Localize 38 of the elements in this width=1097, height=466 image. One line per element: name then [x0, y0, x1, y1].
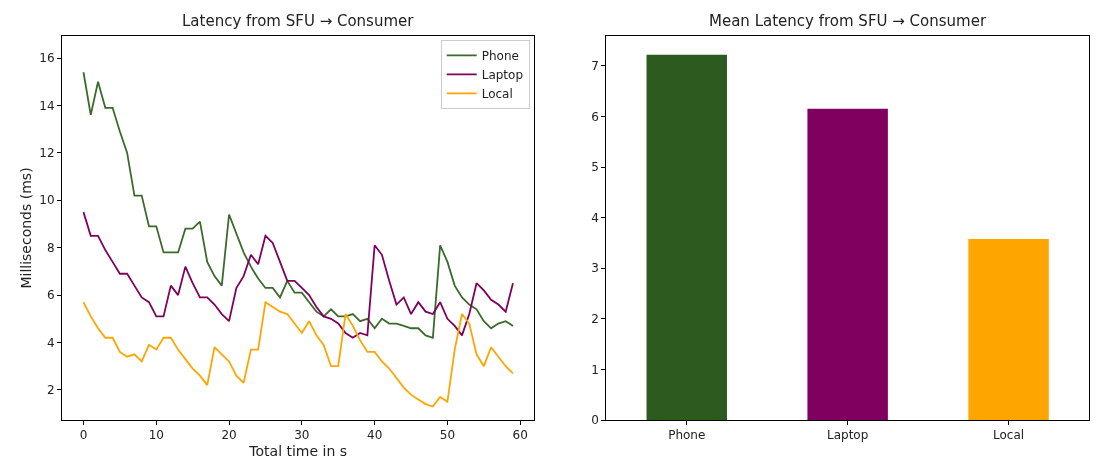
legend-label: Laptop — [481, 68, 524, 83]
y-tick-label: 1 — [591, 362, 599, 377]
y-tick-label: 8 — [46, 240, 55, 255]
bar — [968, 238, 1049, 420]
line-series — [82, 211, 514, 339]
y-tick-label: 10 — [39, 193, 55, 208]
x-tick-label: 40 — [367, 428, 383, 443]
x-tick-label: 0 — [79, 428, 88, 443]
y-tick-label: 5 — [591, 160, 599, 175]
y-tick-label: 0 — [591, 413, 599, 428]
x-tick-label: Laptop — [827, 428, 869, 443]
line-series — [82, 301, 514, 408]
legend-label: Phone — [481, 49, 519, 64]
bar — [646, 54, 727, 420]
y-tick-label: 14 — [39, 98, 55, 113]
y-tick-label: 6 — [591, 109, 599, 124]
x-tick-label: 10 — [148, 428, 164, 443]
chart-title: Latency from SFU → Consumer — [182, 12, 415, 30]
x-tick-label: Local — [993, 428, 1025, 443]
x-tick-label: Phone — [668, 428, 706, 443]
y-axis-title: Milliseconds (ms) — [17, 167, 34, 289]
x-tick-label: 20 — [221, 428, 237, 443]
y-tick-label: 4 — [46, 335, 55, 350]
y-tick-label: 2 — [591, 312, 599, 327]
y-tick-label: 3 — [591, 261, 599, 276]
bar — [807, 108, 888, 420]
x-tick-label: 30 — [294, 428, 310, 443]
x-axis-title: Total time in s — [248, 442, 348, 459]
y-tick-label: 7 — [591, 59, 599, 74]
x-tick-label: 60 — [512, 428, 528, 443]
y-tick-label: 12 — [39, 146, 55, 161]
legend-label: Local — [481, 87, 513, 102]
y-tick-label: 6 — [46, 288, 55, 303]
y-tick-label: 16 — [39, 51, 55, 66]
y-tick-label: 2 — [46, 383, 55, 398]
y-tick-label: 4 — [591, 210, 599, 225]
x-tick-label: 50 — [439, 428, 456, 443]
chart-title: Mean Latency from SFU → Consumer — [709, 12, 987, 30]
